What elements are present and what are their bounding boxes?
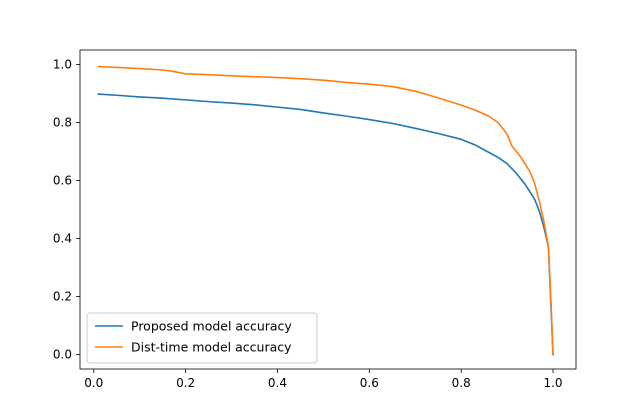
y-tick-label: 0.0 xyxy=(53,348,72,362)
series-lines xyxy=(97,65,554,356)
legend-box xyxy=(86,312,318,364)
y-tick-label: 0.8 xyxy=(53,116,72,130)
x-tick-label: 0.0 xyxy=(84,376,103,390)
axes-frame xyxy=(79,49,577,370)
y-tick-label: 0.2 xyxy=(53,290,72,304)
legend: Proposed model accuracy Dist-time model a… xyxy=(86,312,318,364)
x-tick-label: 1.0 xyxy=(543,376,562,390)
y-tick-label: 0.4 xyxy=(53,232,72,246)
x-tick-label: 0.6 xyxy=(360,376,379,390)
x-tick-label: 0.8 xyxy=(452,376,471,390)
x-tick-label: 0.2 xyxy=(176,376,195,390)
series-line-1 xyxy=(97,93,554,356)
y-tick-label: 0.6 xyxy=(53,174,72,188)
x-axis-ticks: 0.0 0.2 0.4 0.6 0.8 1.0 xyxy=(84,369,563,390)
y-tick-label: 1.0 xyxy=(53,58,72,72)
legend-label-2: Dist-time model accuracy xyxy=(131,340,292,355)
series-line-2 xyxy=(97,65,554,356)
y-axis-ticks: 0.0 0.2 0.4 0.6 0.8 1.0 xyxy=(53,58,80,362)
legend-label-1: Proposed model accuracy xyxy=(131,319,292,334)
x-tick-label: 0.4 xyxy=(268,376,287,390)
